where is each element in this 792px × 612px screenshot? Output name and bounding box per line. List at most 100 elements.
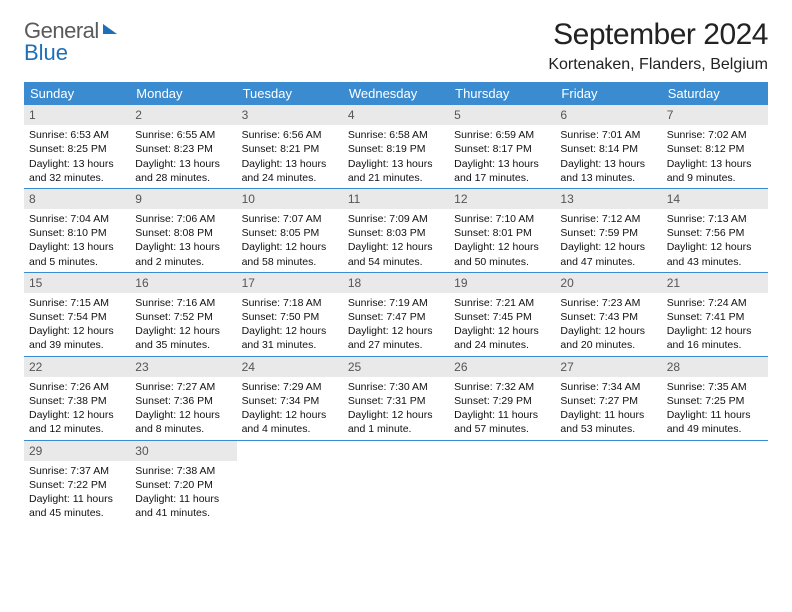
logo-line2: Blue: [24, 40, 68, 66]
day-body: Sunrise: 7:12 AMSunset: 7:59 PMDaylight:…: [555, 209, 661, 272]
sunset-line: Sunset: 7:25 PM: [667, 394, 763, 408]
day-cell: 21Sunrise: 7:24 AMSunset: 7:41 PMDayligh…: [662, 273, 768, 356]
daylight-line: Daylight: 13 hours and 17 minutes.: [454, 157, 550, 185]
day-number: 20: [555, 273, 661, 293]
day-cell: 11Sunrise: 7:09 AMSunset: 8:03 PMDayligh…: [343, 189, 449, 272]
day-body: Sunrise: 7:38 AMSunset: 7:20 PMDaylight:…: [130, 461, 236, 524]
daylight-line: Daylight: 13 hours and 24 minutes.: [242, 157, 338, 185]
day-cell: 22Sunrise: 7:26 AMSunset: 7:38 PMDayligh…: [24, 357, 130, 440]
daylight-line: Daylight: 11 hours and 53 minutes.: [560, 408, 656, 436]
week-row: 1Sunrise: 6:53 AMSunset: 8:25 PMDaylight…: [24, 105, 768, 189]
daylight-line: Daylight: 11 hours and 45 minutes.: [29, 492, 125, 520]
day-cell: 10Sunrise: 7:07 AMSunset: 8:05 PMDayligh…: [237, 189, 343, 272]
day-body: Sunrise: 7:07 AMSunset: 8:05 PMDaylight:…: [237, 209, 343, 272]
weekday-fri: Friday: [555, 82, 661, 105]
sunrise-line: Sunrise: 7:09 AM: [348, 212, 444, 226]
day-cell: 5Sunrise: 6:59 AMSunset: 8:17 PMDaylight…: [449, 105, 555, 188]
day-body: Sunrise: 7:13 AMSunset: 7:56 PMDaylight:…: [662, 209, 768, 272]
day-cell: 9Sunrise: 7:06 AMSunset: 8:08 PMDaylight…: [130, 189, 236, 272]
day-cell: [449, 441, 555, 524]
daylight-line: Daylight: 13 hours and 13 minutes.: [560, 157, 656, 185]
daylight-line: Daylight: 12 hours and 58 minutes.: [242, 240, 338, 268]
day-body: Sunrise: 6:55 AMSunset: 8:23 PMDaylight:…: [130, 125, 236, 188]
day-number: 4: [343, 105, 449, 125]
daylight-line: Daylight: 12 hours and 43 minutes.: [667, 240, 763, 268]
sunrise-line: Sunrise: 7:21 AM: [454, 296, 550, 310]
day-cell: 16Sunrise: 7:16 AMSunset: 7:52 PMDayligh…: [130, 273, 236, 356]
sunset-line: Sunset: 7:50 PM: [242, 310, 338, 324]
day-cell: 15Sunrise: 7:15 AMSunset: 7:54 PMDayligh…: [24, 273, 130, 356]
weekday-tue: Tuesday: [237, 82, 343, 105]
day-cell: 20Sunrise: 7:23 AMSunset: 7:43 PMDayligh…: [555, 273, 661, 356]
day-body: Sunrise: 7:21 AMSunset: 7:45 PMDaylight:…: [449, 293, 555, 356]
day-cell: 3Sunrise: 6:56 AMSunset: 8:21 PMDaylight…: [237, 105, 343, 188]
day-cell: 14Sunrise: 7:13 AMSunset: 7:56 PMDayligh…: [662, 189, 768, 272]
daylight-line: Daylight: 12 hours and 27 minutes.: [348, 324, 444, 352]
day-number: 7: [662, 105, 768, 125]
day-number: 24: [237, 357, 343, 377]
sunrise-line: Sunrise: 7:02 AM: [667, 128, 763, 142]
day-number: 28: [662, 357, 768, 377]
sunset-line: Sunset: 8:10 PM: [29, 226, 125, 240]
day-number: 9: [130, 189, 236, 209]
week-row: 8Sunrise: 7:04 AMSunset: 8:10 PMDaylight…: [24, 189, 768, 273]
daylight-line: Daylight: 11 hours and 41 minutes.: [135, 492, 231, 520]
day-cell: 18Sunrise: 7:19 AMSunset: 7:47 PMDayligh…: [343, 273, 449, 356]
day-body: Sunrise: 7:27 AMSunset: 7:36 PMDaylight:…: [130, 377, 236, 440]
weekday-sat: Saturday: [662, 82, 768, 105]
day-body: Sunrise: 6:58 AMSunset: 8:19 PMDaylight:…: [343, 125, 449, 188]
day-body: Sunrise: 7:10 AMSunset: 8:01 PMDaylight:…: [449, 209, 555, 272]
daylight-line: Daylight: 12 hours and 31 minutes.: [242, 324, 338, 352]
weekday-header: Sunday Monday Tuesday Wednesday Thursday…: [24, 82, 768, 105]
page-title: September 2024: [548, 18, 768, 52]
daylight-line: Daylight: 13 hours and 32 minutes.: [29, 157, 125, 185]
sunrise-line: Sunrise: 7:19 AM: [348, 296, 444, 310]
day-body: Sunrise: 7:29 AMSunset: 7:34 PMDaylight:…: [237, 377, 343, 440]
sunset-line: Sunset: 7:27 PM: [560, 394, 656, 408]
day-body: Sunrise: 7:34 AMSunset: 7:27 PMDaylight:…: [555, 377, 661, 440]
sunset-line: Sunset: 7:34 PM: [242, 394, 338, 408]
sunrise-line: Sunrise: 7:01 AM: [560, 128, 656, 142]
day-cell: 25Sunrise: 7:30 AMSunset: 7:31 PMDayligh…: [343, 357, 449, 440]
day-cell: [662, 441, 768, 524]
daylight-line: Daylight: 13 hours and 21 minutes.: [348, 157, 444, 185]
sunset-line: Sunset: 8:14 PM: [560, 142, 656, 156]
day-number: 13: [555, 189, 661, 209]
daylight-line: Daylight: 12 hours and 54 minutes.: [348, 240, 444, 268]
day-cell: 27Sunrise: 7:34 AMSunset: 7:27 PMDayligh…: [555, 357, 661, 440]
weekday-sun: Sunday: [24, 82, 130, 105]
sunrise-line: Sunrise: 7:18 AM: [242, 296, 338, 310]
sunset-line: Sunset: 8:23 PM: [135, 142, 231, 156]
daylight-line: Daylight: 12 hours and 35 minutes.: [135, 324, 231, 352]
day-cell: 17Sunrise: 7:18 AMSunset: 7:50 PMDayligh…: [237, 273, 343, 356]
day-number: 23: [130, 357, 236, 377]
day-number: 19: [449, 273, 555, 293]
day-body: Sunrise: 7:24 AMSunset: 7:41 PMDaylight:…: [662, 293, 768, 356]
sunrise-line: Sunrise: 7:23 AM: [560, 296, 656, 310]
day-cell: 1Sunrise: 6:53 AMSunset: 8:25 PMDaylight…: [24, 105, 130, 188]
sunset-line: Sunset: 8:08 PM: [135, 226, 231, 240]
day-body: Sunrise: 7:32 AMSunset: 7:29 PMDaylight:…: [449, 377, 555, 440]
sunrise-line: Sunrise: 7:37 AM: [29, 464, 125, 478]
day-body: Sunrise: 7:04 AMSunset: 8:10 PMDaylight:…: [24, 209, 130, 272]
day-number: 14: [662, 189, 768, 209]
day-number: 12: [449, 189, 555, 209]
sunrise-line: Sunrise: 7:16 AM: [135, 296, 231, 310]
sunrise-line: Sunrise: 7:12 AM: [560, 212, 656, 226]
day-body: Sunrise: 7:35 AMSunset: 7:25 PMDaylight:…: [662, 377, 768, 440]
day-number: 16: [130, 273, 236, 293]
day-cell: 7Sunrise: 7:02 AMSunset: 8:12 PMDaylight…: [662, 105, 768, 188]
sunrise-line: Sunrise: 6:56 AM: [242, 128, 338, 142]
weeks-container: 1Sunrise: 6:53 AMSunset: 8:25 PMDaylight…: [24, 105, 768, 523]
day-number: 30: [130, 441, 236, 461]
sunrise-line: Sunrise: 7:27 AM: [135, 380, 231, 394]
day-number: 6: [555, 105, 661, 125]
daylight-line: Daylight: 12 hours and 12 minutes.: [29, 408, 125, 436]
location: Kortenaken, Flanders, Belgium: [548, 56, 768, 74]
day-number: 11: [343, 189, 449, 209]
daylight-line: Daylight: 12 hours and 1 minute.: [348, 408, 444, 436]
sunset-line: Sunset: 7:31 PM: [348, 394, 444, 408]
day-body: Sunrise: 6:59 AMSunset: 8:17 PMDaylight:…: [449, 125, 555, 188]
sunrise-line: Sunrise: 7:10 AM: [454, 212, 550, 226]
day-cell: 29Sunrise: 7:37 AMSunset: 7:22 PMDayligh…: [24, 441, 130, 524]
